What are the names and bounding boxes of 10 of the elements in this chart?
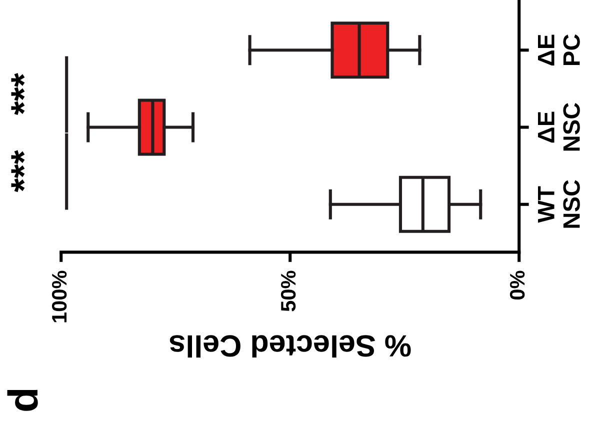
x-tick-label: 100% xyxy=(52,270,67,322)
y-tick-label: ΔE NSC xyxy=(538,102,580,151)
x-axis-title: % Selected Cells xyxy=(170,335,411,358)
y-tick-label: ΔE PC xyxy=(538,34,580,66)
text: *** xyxy=(11,73,25,116)
x-tick-label: 0% xyxy=(510,270,525,300)
text: *** xyxy=(11,150,25,192)
y-tick-label: WT NSC xyxy=(538,180,580,228)
text: d xyxy=(7,390,38,411)
x-tick-label: 50% xyxy=(280,270,296,312)
